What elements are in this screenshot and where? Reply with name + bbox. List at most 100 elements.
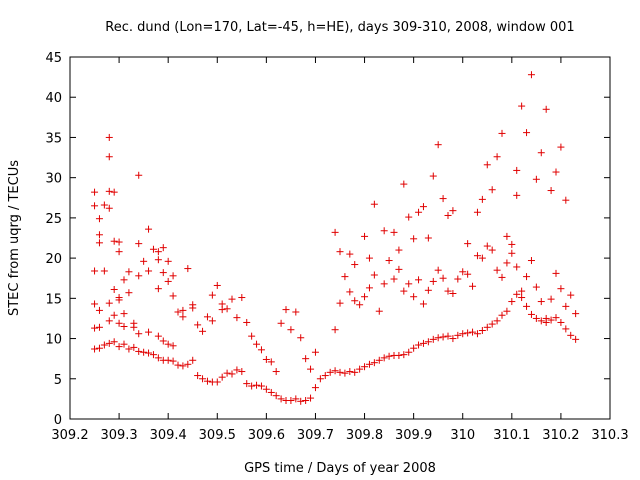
data-point — [483, 161, 491, 169]
data-point — [154, 285, 162, 293]
data-point — [307, 365, 315, 373]
data-point — [115, 319, 123, 327]
data-point — [321, 372, 329, 380]
data-point — [365, 254, 373, 262]
data-point — [105, 299, 113, 307]
data-point — [243, 318, 251, 326]
data-point — [316, 375, 324, 383]
data-point — [95, 323, 103, 331]
data-point — [542, 314, 550, 322]
data-point — [302, 355, 310, 363]
data-point — [351, 368, 359, 376]
data-point — [503, 259, 511, 267]
data-point — [179, 306, 187, 314]
data-point — [547, 316, 555, 324]
data-point — [135, 171, 143, 179]
data-point — [523, 273, 531, 281]
data-point — [95, 344, 103, 352]
x-tick-label: 309.7 — [297, 428, 334, 443]
data-point — [135, 272, 143, 280]
data-point — [189, 356, 197, 364]
data-point — [488, 320, 496, 328]
data-point — [145, 267, 153, 275]
data-point — [105, 187, 113, 195]
data-point — [253, 340, 261, 348]
data-point — [395, 246, 403, 254]
data-point — [370, 200, 378, 208]
data-point — [395, 351, 403, 359]
data-point — [473, 252, 481, 260]
data-point — [95, 231, 103, 239]
data-point — [380, 280, 388, 288]
data-point — [370, 359, 378, 367]
data-point — [532, 175, 540, 183]
data-point — [503, 232, 511, 240]
data-point — [542, 105, 550, 113]
data-point — [400, 180, 408, 188]
data-point — [518, 102, 526, 110]
data-point — [272, 368, 280, 376]
data-point — [110, 338, 118, 346]
data-point — [483, 242, 491, 250]
data-point — [248, 332, 256, 340]
data-point — [311, 384, 319, 392]
data-point — [140, 257, 148, 265]
data-point — [454, 275, 462, 283]
data-point — [213, 281, 221, 289]
data-point — [233, 366, 241, 374]
data-point — [277, 395, 285, 403]
data-point — [424, 338, 432, 346]
data-point — [199, 375, 207, 383]
data-point — [547, 187, 555, 195]
data-point — [464, 240, 472, 248]
data-point — [405, 213, 413, 221]
data-point — [361, 232, 369, 240]
data-point — [356, 365, 364, 373]
data-point — [557, 318, 565, 326]
data-point — [267, 358, 275, 366]
data-point — [513, 166, 521, 174]
data-point — [302, 396, 310, 404]
data-point — [331, 326, 339, 334]
data-point — [434, 266, 442, 274]
data-point — [282, 306, 290, 314]
data-point — [218, 306, 226, 314]
data-point — [537, 149, 545, 157]
x-tick-label: 309.3 — [100, 428, 137, 443]
data-point — [149, 351, 157, 359]
data-point — [105, 317, 113, 325]
data-point — [547, 295, 555, 303]
data-point — [562, 325, 570, 333]
data-point — [429, 335, 437, 343]
data-point — [454, 331, 462, 339]
data-point — [164, 277, 172, 285]
y-tick-label: 20 — [45, 252, 62, 267]
data-point — [508, 249, 516, 257]
data-point — [292, 308, 300, 316]
data-point — [243, 380, 251, 388]
data-point — [527, 257, 535, 265]
data-point — [164, 340, 172, 348]
data-point — [493, 266, 501, 274]
data-point — [562, 302, 570, 310]
data-point — [464, 329, 472, 337]
data-point — [552, 314, 560, 322]
data-point — [287, 326, 295, 334]
data-point — [419, 203, 427, 211]
data-point — [405, 348, 413, 356]
data-point — [311, 348, 319, 356]
x-tick-label: 309.6 — [248, 428, 285, 443]
data-point — [159, 244, 167, 252]
y-axis-label: STEC from uqrg / TECUs — [7, 160, 22, 316]
data-point — [154, 332, 162, 340]
data-point — [331, 367, 339, 375]
data-point — [100, 201, 108, 209]
data-point — [351, 261, 359, 269]
data-point — [439, 333, 447, 341]
data-point — [100, 341, 108, 349]
data-point — [120, 322, 128, 330]
data-point — [223, 369, 231, 377]
data-point — [410, 235, 418, 243]
data-point — [115, 296, 123, 304]
